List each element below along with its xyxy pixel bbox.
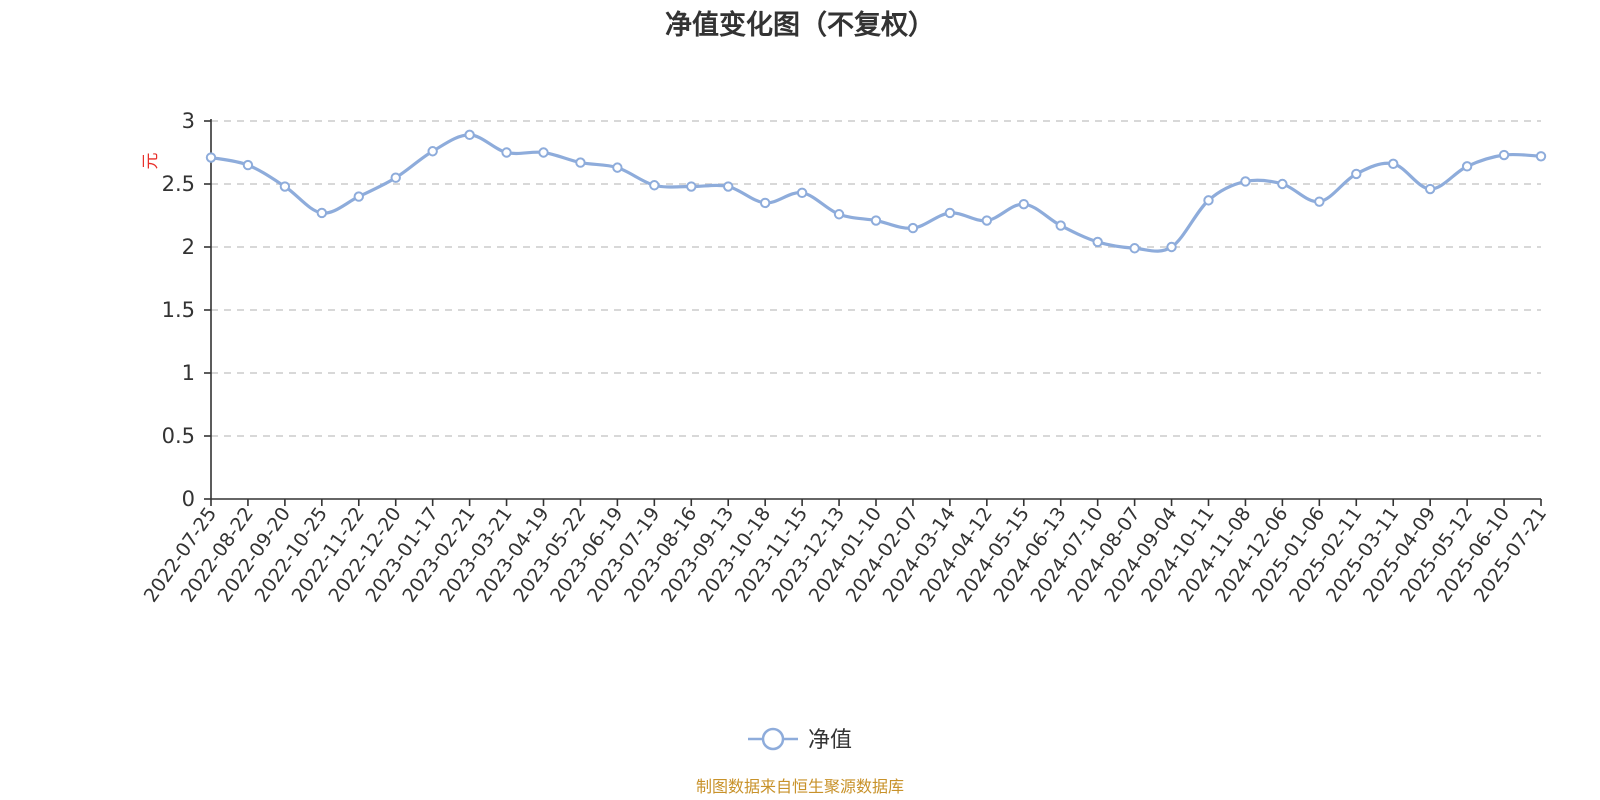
legend-label: 净值	[808, 728, 852, 753]
series-line	[210, 133, 1542, 253]
data-point[interactable]	[316, 207, 328, 219]
source-note: 制图数据来自恒生聚源数据库	[696, 777, 904, 796]
x-axis: 2022-07-252022-08-222022-09-202022-10-25…	[140, 498, 1551, 606]
plot-area	[205, 129, 1547, 254]
data-point[interactable]	[390, 172, 401, 183]
data-point[interactable]	[796, 187, 808, 199]
data-point[interactable]	[1277, 178, 1288, 190]
data-point[interactable]	[759, 197, 771, 209]
y-tick-label: 0.5	[162, 424, 195, 448]
data-point[interactable]	[833, 209, 845, 220]
data-point[interactable]	[1461, 161, 1473, 172]
y-tick-label: 3	[182, 109, 195, 133]
data-point[interactable]	[723, 181, 734, 192]
data-point[interactable]	[686, 181, 697, 192]
data-point[interactable]	[538, 147, 549, 158]
data-point[interactable]	[1203, 195, 1214, 206]
data-point[interactable]	[501, 147, 512, 158]
data-point[interactable]	[870, 215, 882, 226]
data-point[interactable]	[981, 215, 993, 226]
data-point[interactable]	[1092, 236, 1103, 248]
y-axis-label: 元	[141, 153, 161, 170]
data-point[interactable]	[1314, 196, 1325, 207]
legend[interactable]: 净值	[748, 727, 852, 753]
data-point[interactable]	[464, 129, 475, 141]
data-point[interactable]	[1388, 158, 1399, 170]
data-point[interactable]	[1240, 176, 1251, 187]
y-tick-label: 2.5	[162, 172, 195, 196]
data-point[interactable]	[353, 191, 364, 202]
data-point[interactable]	[1129, 243, 1140, 254]
grid-lines	[211, 120, 1541, 437]
data-point[interactable]	[205, 152, 217, 163]
data-point[interactable]	[907, 222, 919, 234]
data-point[interactable]	[242, 159, 254, 171]
data-point[interactable]	[1535, 151, 1547, 162]
data-point[interactable]	[1018, 198, 1029, 210]
y-tick-label: 0	[182, 487, 195, 511]
data-point[interactable]	[944, 207, 956, 219]
y-tick-label: 1.5	[162, 298, 195, 322]
y-axis: 0 0.5 1 1.5 2 2.5 3	[162, 109, 212, 511]
data-point[interactable]	[1424, 183, 1436, 195]
chart-title: 净值变化图（不复权）	[665, 9, 935, 41]
data-point[interactable]	[1166, 241, 1177, 253]
data-point[interactable]	[427, 146, 438, 157]
data-point[interactable]	[575, 157, 586, 168]
data-point[interactable]	[649, 180, 660, 191]
data-point[interactable]	[1055, 220, 1066, 231]
legend-marker-icon	[761, 727, 785, 751]
y-tick-label: 2	[182, 235, 195, 259]
data-point[interactable]	[612, 162, 623, 173]
y-tick-label: 1	[182, 361, 195, 385]
data-point[interactable]	[1351, 168, 1362, 180]
data-point[interactable]	[1498, 149, 1510, 161]
data-point[interactable]	[279, 181, 291, 192]
